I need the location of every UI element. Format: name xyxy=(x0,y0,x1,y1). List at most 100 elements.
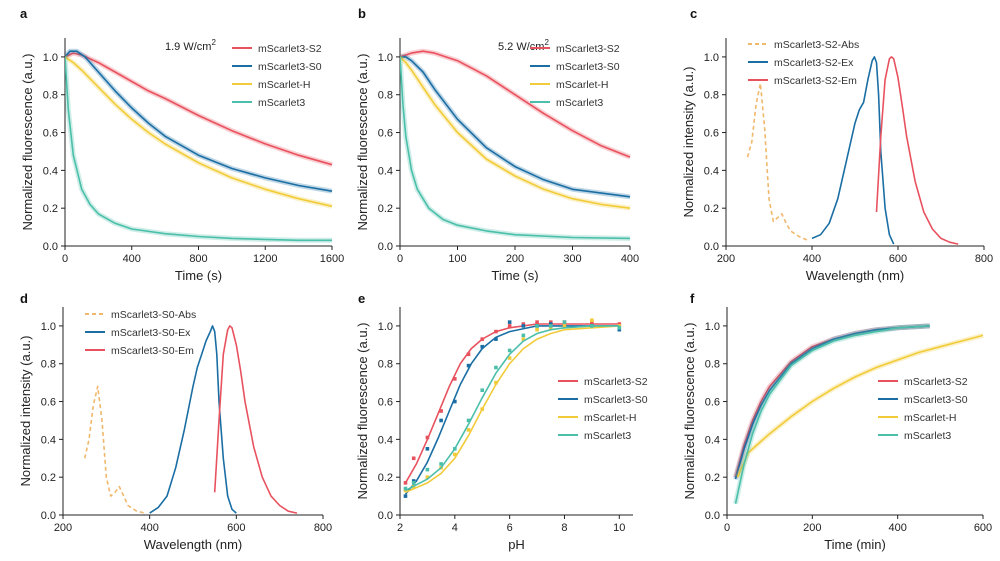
x-tick-label: 600 xyxy=(974,522,992,534)
data-point xyxy=(617,327,622,332)
y-tick-label: 1.0 xyxy=(378,321,393,333)
y-tick-label: 1.0 xyxy=(705,321,720,333)
series-line-mScarlet3 xyxy=(400,56,631,240)
x-tick-label: 400 xyxy=(140,522,158,534)
y-tick-label: 0.8 xyxy=(378,359,393,371)
legend-label: mScarlet3-S2-Em xyxy=(774,75,857,87)
y-tick-label: 1.0 xyxy=(378,52,393,64)
x-tick-label: 10 xyxy=(613,522,625,534)
legend-label: mScarlet-H xyxy=(556,79,609,91)
panel-label: b xyxy=(358,6,366,21)
series-band-mScarlet-H xyxy=(735,332,984,479)
plot-area xyxy=(733,323,984,505)
data-point xyxy=(548,320,553,324)
x-tick-label: 200 xyxy=(54,522,72,534)
y-tick-label: 0.8 xyxy=(705,359,720,371)
series-line-mScarlet-H xyxy=(400,56,631,209)
axes-frame xyxy=(62,307,323,516)
data-point xyxy=(521,322,526,326)
y-tick-label: 0.2 xyxy=(378,203,393,215)
data-point xyxy=(466,418,471,423)
panel-b: b 0 100 200 300 400 0.0 0.2 0.4 0.6 0.8 1.0 Time (s)… xyxy=(355,6,639,283)
axes-frame xyxy=(726,307,983,516)
legend-label: mScarlet3 xyxy=(584,430,631,442)
data-point xyxy=(494,365,498,370)
legend-label: mScarlet3 xyxy=(904,430,951,442)
series-line-mScarlet3-S0-Ex xyxy=(149,325,237,514)
x-tick-label: 2 xyxy=(397,522,403,534)
data-point xyxy=(439,409,443,413)
data-point xyxy=(411,481,416,485)
fit-line-mScarlet3 xyxy=(405,325,620,492)
y-tick-label: 0.2 xyxy=(704,203,719,215)
legend: mScarlet3-S2 mScarlet3-S0 mScarlet-H mScarl… xyxy=(530,43,620,109)
y-tick-label: 1.0 xyxy=(41,321,56,333)
data-point xyxy=(617,326,622,330)
data-point xyxy=(521,337,526,341)
x-tick-label: 800 xyxy=(975,253,993,265)
x-tick-label: 400 xyxy=(803,253,821,265)
data-point xyxy=(548,326,553,330)
data-point xyxy=(466,428,471,432)
series-line-mScarlet3-S2-Ex xyxy=(811,56,895,245)
x-tick-label: 4 xyxy=(452,522,458,534)
series-line-mScarlet-H xyxy=(736,334,984,478)
x-tick-label: 8 xyxy=(561,522,567,534)
data-point xyxy=(535,324,539,328)
x-tick-label: 1200 xyxy=(253,253,277,265)
x-tick-label: 0 xyxy=(397,253,403,265)
series-line-mScarlet3-S0 xyxy=(734,325,930,480)
x-axis-label: Time (min) xyxy=(824,537,886,552)
data-point xyxy=(494,337,498,341)
data-point xyxy=(562,320,567,324)
fit-line-mScarlet3-S0 xyxy=(404,325,620,495)
legend-label: mScarlet3-S2 xyxy=(904,376,968,388)
intensity-annotation: 1.9 W/cm2 xyxy=(165,38,216,53)
data-point xyxy=(403,494,408,498)
data-point xyxy=(590,320,594,324)
series-line-mScarlet3-S0-Em xyxy=(213,325,298,514)
panel-f: f 0 200 400 600 0.0 0.2 0.4 0.6 0.8 1.0 Time (min) N… xyxy=(682,291,992,552)
legend: mScarlet3-S2 mScarlet3-S0 mScarlet-H mScarl… xyxy=(232,43,322,109)
y-tick-label: 0.0 xyxy=(705,510,720,522)
legend-label: mScarlet3-S2 xyxy=(556,43,620,55)
intensity-superscript: 2 xyxy=(544,38,549,47)
legend-label: mScarlet3-S0 xyxy=(904,394,968,406)
panel-label: e xyxy=(358,291,365,306)
data-point xyxy=(480,337,485,341)
data-point xyxy=(548,324,553,328)
y-tick-label: 0.8 xyxy=(378,90,393,102)
panel-a: a 0 400 800 1200 1600 0.0 0.2 0.4 0.6 0.8 1.0 Time (… xyxy=(20,6,344,283)
data-point xyxy=(453,447,457,451)
y-tick-label: 0.8 xyxy=(704,90,719,102)
x-tick-label: 1600 xyxy=(320,253,344,265)
x-axis-label: Wavelength (nm) xyxy=(806,268,905,283)
panel-label: d xyxy=(20,291,28,306)
legend: mScarlet3-S2 mScarlet3-S0 mScarlet-H mScarl… xyxy=(558,376,648,442)
x-axis-label: Wavelength (nm) xyxy=(144,537,243,552)
series-band-mScarlet3 xyxy=(733,323,930,505)
data-point xyxy=(453,452,457,457)
data-point xyxy=(439,418,443,423)
legend-label: mScarlet3-S0 xyxy=(584,394,648,406)
data-point xyxy=(411,456,416,461)
data-point xyxy=(521,324,526,328)
intensity-annotation: 5.2 W/cm2 xyxy=(498,38,549,53)
x-tick-label: 100 xyxy=(448,253,466,265)
series-line-mScarlet3-S2-Abs xyxy=(746,82,809,242)
x-tick-label: 400 xyxy=(621,253,639,265)
plot-area xyxy=(65,48,333,243)
y-tick-label: 0.6 xyxy=(41,397,56,409)
data-point xyxy=(617,322,622,326)
x-axis-label: Time (s) xyxy=(491,268,538,283)
plot-area xyxy=(403,318,622,498)
legend: mScarlet3-S2-Abs mScarlet3-S2-Ex mScarlet3… xyxy=(748,39,859,87)
data-point xyxy=(507,324,512,328)
y-axis-label: Normalized fluorescence (a.u.) xyxy=(355,322,370,499)
data-point xyxy=(425,467,430,472)
data-point xyxy=(494,329,498,334)
x-tick-label: 600 xyxy=(227,522,245,534)
intensity-value: 1.9 W/cm xyxy=(165,41,211,53)
data-point xyxy=(494,380,498,385)
data-point xyxy=(466,363,471,368)
